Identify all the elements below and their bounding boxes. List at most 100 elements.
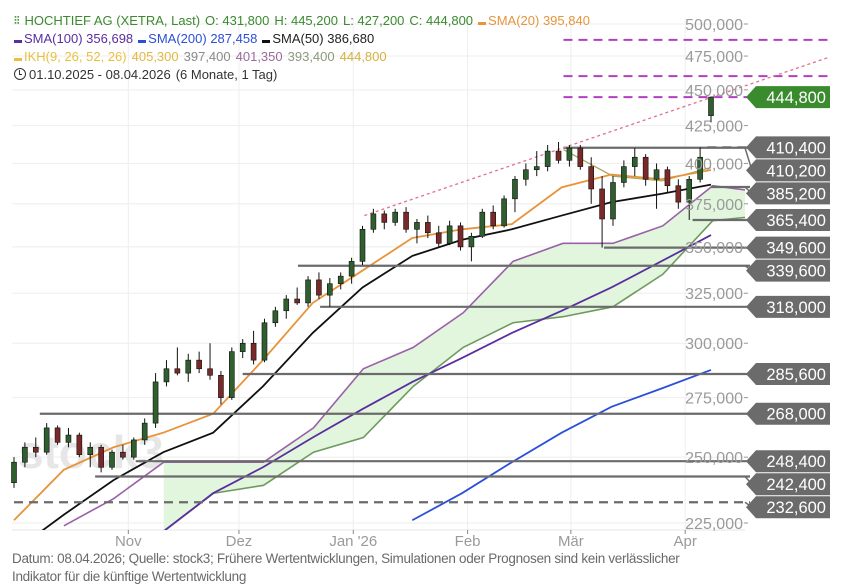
candle <box>207 343 213 380</box>
candle-body-up <box>239 342 246 352</box>
candle-body-up <box>512 178 518 200</box>
legend-instrument-row: ⫶⫶ HOCHTIEF AG (XETRA, Last) O: 431,800 … <box>14 12 590 30</box>
level-price-tag: 410,200 <box>766 162 826 180</box>
candle-body-down <box>174 368 181 374</box>
candle <box>327 278 333 307</box>
candle-body-up <box>446 225 453 244</box>
candle-body-up <box>544 150 551 167</box>
level-price-tag: 232,600 <box>766 499 826 517</box>
legend-period-row: 01.10.2025 - 08.04.2026 (6 Monate, 1 Tag… <box>14 66 590 84</box>
candle <box>65 427 72 448</box>
candle <box>229 347 235 400</box>
candle <box>544 144 551 172</box>
chart-caption: Datum: 08.04.2026; Quelle: stock3; Frühe… <box>12 550 838 586</box>
chart-legend: ⫶⫶ HOCHTIEF AG (XETRA, Last) O: 431,800 … <box>14 12 590 84</box>
level-price-tag-bg <box>746 236 830 259</box>
sma-line-100 <box>163 234 712 530</box>
close-value: C: 444,800 <box>409 13 474 28</box>
candle-body-up <box>22 446 28 463</box>
level-price-tag-bg <box>746 182 830 205</box>
candle-body-down <box>664 169 671 187</box>
level-price-tag-bg <box>746 402 830 425</box>
candle-body-up <box>370 213 377 230</box>
y-tick-label: 425,000 <box>685 119 743 136</box>
level-price-tag-bg <box>746 362 830 385</box>
candle <box>316 272 322 300</box>
candle-body-up <box>566 147 573 161</box>
candle <box>76 432 83 458</box>
candle <box>87 442 94 468</box>
candle <box>359 225 366 266</box>
candle <box>239 339 246 358</box>
candle <box>468 232 475 262</box>
candle <box>250 330 257 365</box>
sma100-label: SMA(100) <box>24 31 83 46</box>
level-price-tag-bg <box>746 473 830 496</box>
candle <box>272 306 279 327</box>
candle <box>163 360 170 387</box>
x-tick-label: Nov <box>115 533 142 550</box>
candle <box>566 144 573 167</box>
x-tick-label: Dez <box>226 533 253 550</box>
candle <box>32 437 39 458</box>
candle <box>337 272 344 290</box>
candle-body-up <box>653 169 660 180</box>
legend-ikh-row[interactable]: IKH(9, 26, 52, 26) 405,300 397,400 401,3… <box>14 48 590 66</box>
candle <box>22 442 28 468</box>
y-tick-label: 250,000 <box>685 450 743 467</box>
clock-icon <box>14 68 26 80</box>
candle-body-down <box>196 359 202 370</box>
legend-sma20[interactable]: SMA(20) 395,840 <box>478 12 590 30</box>
x-tick-label: Mär <box>558 533 584 550</box>
sma200-value: 287,458 <box>210 31 258 46</box>
candle <box>141 418 148 445</box>
candle-body-up <box>414 222 420 230</box>
low-value: L: 427,200 <box>342 13 405 28</box>
candle-body-down <box>435 232 442 244</box>
candle-body-up <box>621 166 627 183</box>
trend-line <box>364 56 831 217</box>
candle-body-down <box>207 368 213 376</box>
last-price-tag: 444,800 <box>766 89 826 107</box>
candlestick-icon: ⫶⫶ <box>14 15 20 27</box>
ikh-value-3: 401,350 <box>235 49 283 64</box>
candle <box>370 208 377 233</box>
instrument-name: HOCHTIEF AG (XETRA, Last) <box>24 13 201 28</box>
candle <box>501 195 507 228</box>
candle-body-up <box>686 178 693 203</box>
candle-body-down <box>425 222 431 234</box>
sma50-swatch-icon <box>262 40 271 43</box>
sma20-swatch-icon <box>478 22 487 25</box>
legend-sma50[interactable]: SMA(50) 386,680 <box>262 30 374 48</box>
y-tick-label: 275,000 <box>685 391 743 408</box>
level-price-tag: 285,600 <box>766 366 826 384</box>
caption-line-2: Indikator für die künftige Wertentwicklu… <box>12 569 247 584</box>
candle-body-down <box>457 225 464 248</box>
candle <box>697 147 703 183</box>
y-tick-label: 475,000 <box>685 49 743 66</box>
candle <box>109 449 115 470</box>
ichimoku-cloud <box>163 185 745 530</box>
legend-sma100[interactable]: SMA(100) 356,698 <box>14 30 133 48</box>
plot-area <box>13 148 745 530</box>
level-price-tag-bg <box>746 295 830 318</box>
candle <box>392 208 398 226</box>
candle-body-up <box>11 461 17 483</box>
candle <box>152 373 159 428</box>
candle-body-up <box>610 182 616 220</box>
candle <box>708 96 714 123</box>
x-tick-label: Feb <box>455 533 481 550</box>
candle <box>196 351 202 374</box>
level-price-tag: 410,400 <box>766 139 826 157</box>
candle-body-down <box>675 185 682 203</box>
level-price-tag-bg <box>746 159 830 182</box>
candle-body-down <box>294 298 300 304</box>
candle <box>555 141 562 164</box>
legend-sma200[interactable]: SMA(200) 287,458 <box>138 30 257 48</box>
level-price-tag: 268,000 <box>766 406 826 424</box>
candle-body-down <box>642 156 649 180</box>
ikh-label: IKH(9, 26, 52, 26) <box>24 49 127 64</box>
high-value: H: 445,200 <box>274 13 338 28</box>
x-tick-label: Apr <box>674 533 697 550</box>
